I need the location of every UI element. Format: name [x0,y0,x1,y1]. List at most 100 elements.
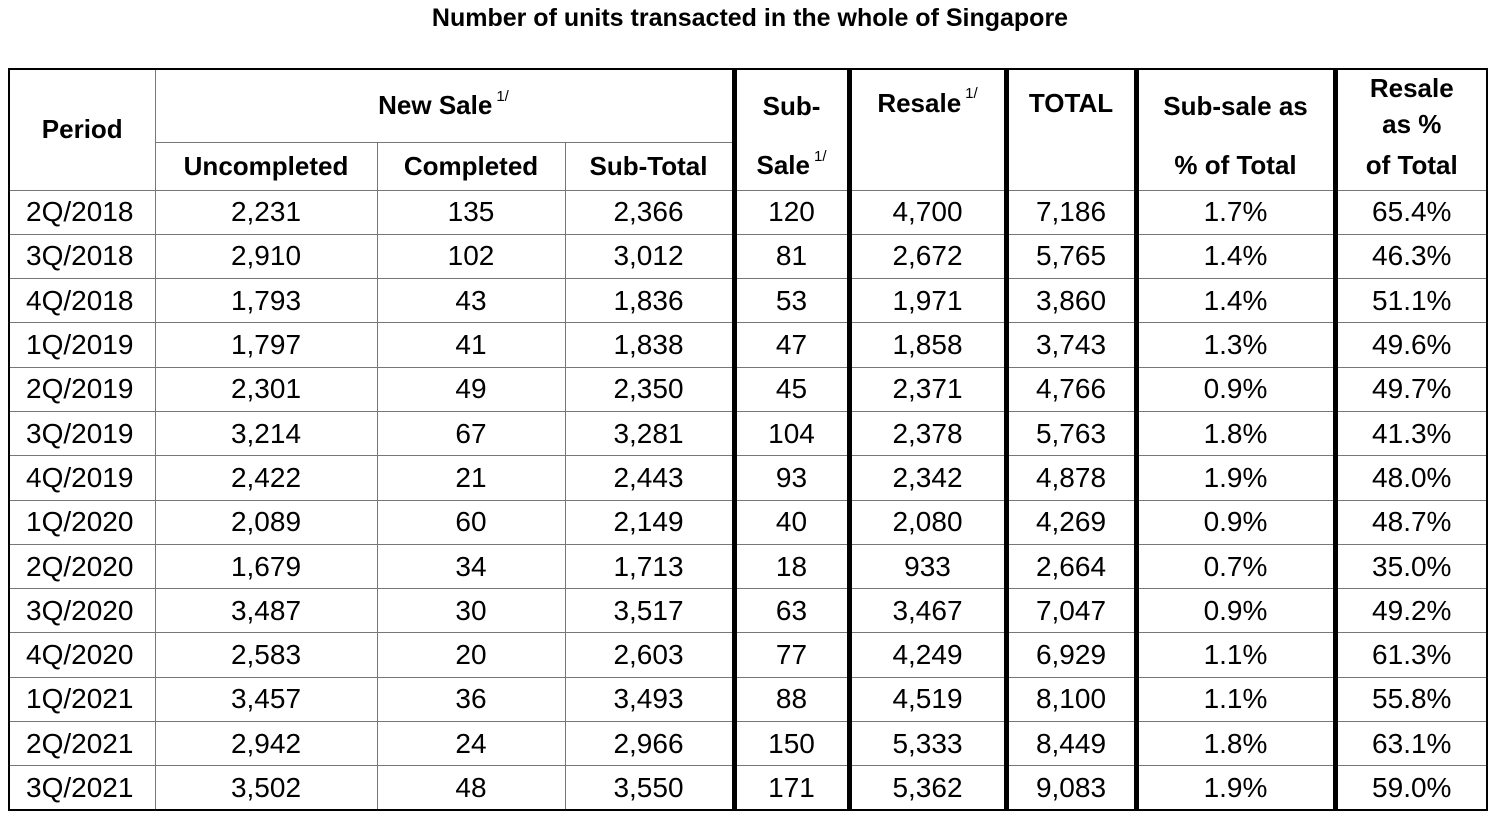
header-resale-pct-label-1: Resale [1369,73,1454,103]
header-new-sale-label: New Sale [378,90,493,121]
cell-period: 2Q/2020 [8,543,156,590]
cell-sub-total: 3,012 [564,233,735,280]
cell-resale-pct: 61.3% [1332,632,1488,678]
cell-total: 8,100 [1003,676,1137,723]
cell-completed: 34 [376,543,566,590]
header-new-sale: New Sale 1/ [154,68,735,143]
cell-resale-pct: 49.6% [1332,322,1488,368]
header-sub-sale-label-2: Sale [756,150,810,181]
cell-sub-sale: 45 [731,366,850,412]
header-resale-pct-bottom: of Total [1332,142,1488,191]
table-row: 1Q/2021 3,457 36 3,493 88 4,519 8,100 1.1% 55.8% [8,676,1488,723]
cell-completed: 30 [376,588,566,634]
cell-sub-sale: 18 [731,543,850,590]
cell-uncompleted: 3,487 [154,588,378,634]
table-header: Period New Sale 1/ Sub- Resale 1/ TOTAL Su… [8,68,1488,191]
cell-total: 6,929 [1003,632,1137,678]
cell-resale: 2,080 [846,499,1007,545]
cell-sub-sale-pct: 0.9% [1133,499,1336,545]
cell-sub-sale-pct: 1.8% [1133,410,1336,457]
cell-period: 1Q/2021 [8,676,156,723]
cell-completed: 102 [376,233,566,280]
cell-resale-pct: 63.1% [1332,721,1488,767]
cell-uncompleted: 1,793 [154,278,378,324]
cell-sub-sale-pct: 1.4% [1133,233,1336,280]
cell-uncompleted: 2,910 [154,233,378,280]
cell-completed: 21 [376,455,566,501]
cell-total: 7,186 [1003,189,1137,235]
cell-sub-sale: 47 [731,322,850,368]
cell-resale: 5,333 [846,721,1007,767]
cell-uncompleted: 1,797 [154,322,378,368]
cell-resale: 1,858 [846,322,1007,368]
cell-resale: 5,362 [846,765,1007,812]
header-sub-sale-bottom: Sale 1/ [731,142,850,191]
cell-resale-pct: 65.4% [1332,189,1488,235]
cell-period: 4Q/2020 [8,632,156,678]
cell-period: 3Q/2019 [8,410,156,457]
transactions-table: Period New Sale 1/ Sub- Resale 1/ TOTAL Su… [8,68,1488,812]
header-resale-pct-top: Resale as % [1332,68,1488,142]
header-sub-total: Sub-Total [564,141,735,191]
cell-sub-sale: 120 [731,189,850,235]
cell-sub-sale-pct: 1.7% [1133,189,1336,235]
cell-sub-sale-pct: 1.8% [1133,721,1336,767]
header-total: TOTAL [1003,68,1137,191]
footnote-marker: 1/ [813,147,827,165]
header-sub-sale-pct-label-1: Sub-sale as [1163,90,1308,121]
cell-sub-sale: 93 [731,455,850,501]
cell-period: 1Q/2019 [8,322,156,368]
table-row: 3Q/2018 2,910 102 3,012 81 2,672 5,765 1.4% 46.3… [8,233,1488,280]
cell-resale: 4,519 [846,676,1007,723]
cell-period: 3Q/2018 [8,233,156,280]
cell-total: 4,878 [1003,455,1137,501]
cell-sub-total: 2,366 [564,189,735,235]
footnote-marker: 1/ [965,85,978,103]
cell-sub-total: 3,493 [564,676,735,723]
footnote-marker: 1/ [496,87,509,105]
cell-completed: 24 [376,721,566,767]
table-title: Number of units transacted in the whole … [431,4,1069,32]
cell-resale-pct: 41.3% [1332,410,1488,457]
cell-sub-sale-pct: 1.1% [1133,632,1336,678]
cell-sub-sale: 150 [731,721,850,767]
cell-resale: 2,378 [846,410,1007,457]
header-total-label: TOTAL [1028,88,1114,118]
cell-uncompleted: 2,583 [154,632,378,678]
cell-period: 4Q/2019 [8,455,156,501]
cell-sub-sale: 88 [731,676,850,723]
table-row: 2Q/2018 2,231 135 2,366 120 4,700 7,186 1.7% 65.… [8,189,1488,235]
table-row: 1Q/2020 2,089 60 2,149 40 2,080 4,269 0.9% 48.7% [8,499,1488,545]
header-uncompleted: Uncompleted [154,141,378,191]
cell-resale: 1,971 [846,278,1007,324]
cell-completed: 36 [376,676,566,723]
cell-resale-pct: 49.2% [1332,588,1488,634]
cell-total: 2,664 [1003,543,1137,590]
cell-total: 4,766 [1003,366,1137,412]
cell-uncompleted: 2,942 [154,721,378,767]
cell-sub-sale-pct: 0.7% [1133,543,1336,590]
table-row: 2Q/2021 2,942 24 2,966 150 5,333 8,449 1.8% 63.1… [8,721,1488,767]
cell-resale: 2,371 [846,366,1007,412]
cell-sub-sale: 63 [731,588,850,634]
cell-total: 7,047 [1003,588,1137,634]
cell-resale-pct: 48.7% [1332,499,1488,545]
cell-sub-total: 2,149 [564,499,735,545]
cell-period: 4Q/2018 [8,278,156,324]
cell-completed: 20 [376,632,566,678]
cell-uncompleted: 2,231 [154,189,378,235]
cell-resale: 4,700 [846,189,1007,235]
table-body: 2Q/2018 2,231 135 2,366 120 4,700 7,186 1.7% 65.… [8,189,1488,812]
cell-sub-total: 1,836 [564,278,735,324]
cell-sub-total: 1,713 [564,543,735,590]
cell-completed: 48 [376,765,566,812]
cell-resale: 933 [846,543,1007,590]
cell-sub-sale-pct: 1.1% [1133,676,1336,723]
header-sub-sale-top: Sub- [731,68,850,142]
cell-resale-pct: 59.0% [1332,765,1488,812]
cell-sub-sale-pct: 1.9% [1133,765,1336,812]
header-sub-sale-pct-bottom: % of Total [1133,142,1336,191]
cell-sub-sale: 81 [731,233,850,280]
cell-resale-pct: 35.0% [1332,543,1488,590]
cell-period: 2Q/2018 [8,189,156,235]
